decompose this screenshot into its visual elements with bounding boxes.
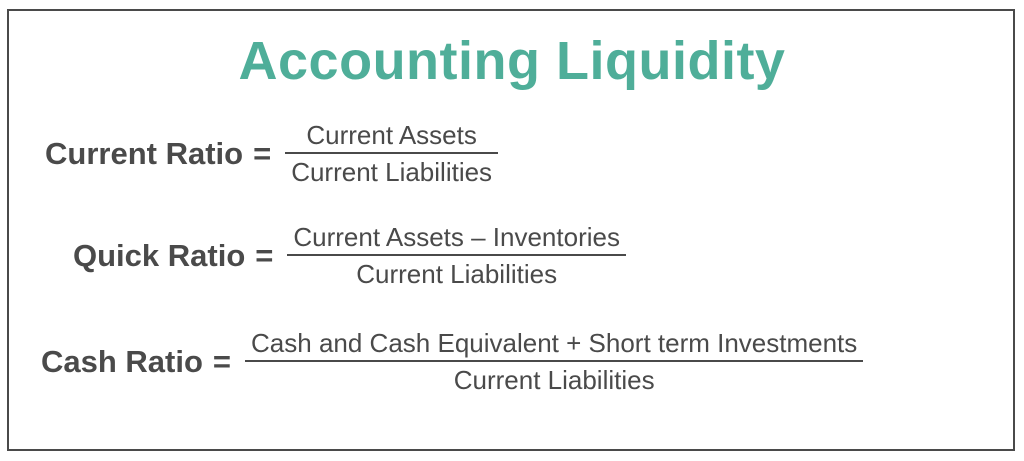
equals-sign: =: [212, 343, 232, 379]
denominator: Current Liabilities: [291, 157, 493, 187]
fraction: Current Assets Current Liabilities: [285, 120, 499, 187]
equals-sign: =: [253, 135, 272, 171]
numerator: Current Assets: [306, 120, 477, 150]
quick-ratio-formula: Quick Ratio = Current Assets – Inventori…: [73, 222, 626, 289]
fraction-bar: [245, 360, 864, 362]
card-frame: [7, 9, 1015, 451]
current-ratio-formula: Current Ratio = Current Assets Current L…: [45, 120, 499, 187]
formula-name: Current Ratio: [45, 135, 244, 171]
cash-ratio-formula: Cash Ratio = Cash and Cash Equivalent + …: [41, 328, 864, 395]
denominator: Current Liabilities: [453, 365, 655, 395]
fraction-bar: [287, 254, 626, 256]
numerator: Cash and Cash Equivalent + Short term In…: [251, 328, 858, 358]
page-title: Accounting Liquidity: [238, 31, 786, 91]
fraction-bar: [285, 152, 499, 154]
formula-name: Cash Ratio: [41, 343, 203, 379]
formula-name: Quick Ratio: [73, 237, 246, 273]
equals-sign: =: [255, 237, 274, 273]
denominator: Current Liabilities: [356, 259, 558, 289]
numerator: Current Assets – Inventories: [293, 222, 620, 252]
fraction: Cash and Cash Equivalent + Short term In…: [245, 328, 864, 395]
fraction: Current Assets – Inventories Current Lia…: [287, 222, 626, 289]
